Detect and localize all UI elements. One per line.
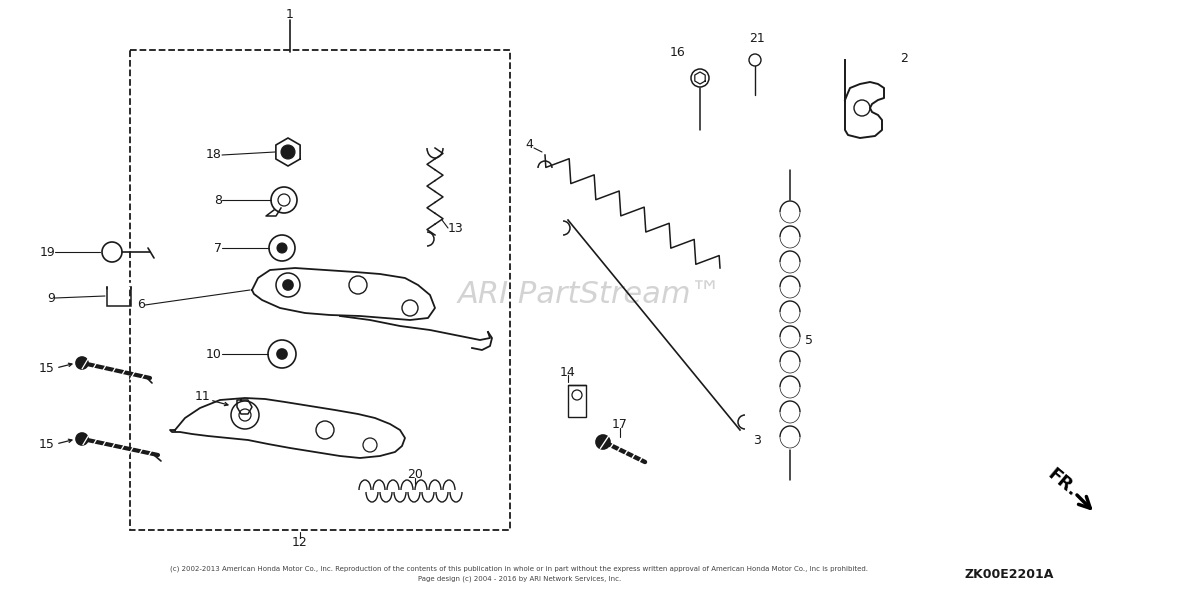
Text: 10: 10 [206,348,222,360]
Text: 4: 4 [525,138,533,151]
Text: 17: 17 [612,419,628,432]
Text: 15: 15 [39,438,55,451]
Text: 11: 11 [195,391,210,403]
Text: 19: 19 [39,246,55,259]
Text: 18: 18 [206,148,222,161]
Circle shape [277,349,287,359]
Text: 9: 9 [47,292,55,305]
Text: 16: 16 [669,45,686,58]
Circle shape [76,433,88,445]
Text: 12: 12 [293,537,308,550]
Circle shape [281,145,295,159]
Circle shape [76,357,88,369]
Bar [107,284,131,306]
Text: ZK00E2201A: ZK00E2201A [964,568,1054,581]
Circle shape [277,243,287,253]
Text: 15: 15 [39,362,55,375]
Text: 6: 6 [137,299,145,312]
Text: 13: 13 [448,221,464,234]
Text: 21: 21 [749,31,765,45]
Text: 14: 14 [560,366,576,379]
Text: 3: 3 [753,434,761,446]
Text: 7: 7 [214,241,222,254]
Text: 1: 1 [286,8,294,21]
Text: 20: 20 [407,468,422,481]
Text: 8: 8 [214,194,222,207]
Text: ARI PartStream™: ARI PartStream™ [458,280,722,309]
Bar [130,50,510,530]
Text: (c) 2002-2013 American Honda Motor Co., Inc. Reproduction of the contents of thi: (c) 2002-2013 American Honda Motor Co., … [170,565,868,572]
Bar [568,385,586,417]
Circle shape [596,435,610,449]
Text: FR.: FR. [1043,465,1081,501]
Text: 2: 2 [900,51,907,65]
Text: 5: 5 [805,333,813,346]
Circle shape [283,280,293,290]
Text: Page design (c) 2004 - 2016 by ARI Network Services, Inc.: Page design (c) 2004 - 2016 by ARI Netwo… [418,575,621,582]
